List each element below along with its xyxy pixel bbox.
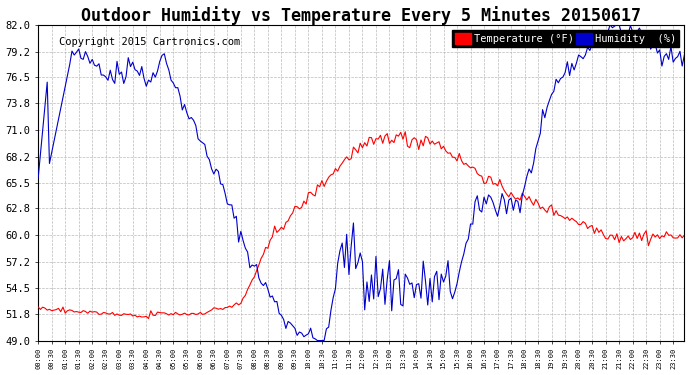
Text: Copyright 2015 Cartronics.com: Copyright 2015 Cartronics.com	[59, 37, 240, 47]
Legend: Temperature (°F), Humidity  (%): Temperature (°F), Humidity (%)	[452, 30, 679, 47]
Title: Outdoor Humidity vs Temperature Every 5 Minutes 20150617: Outdoor Humidity vs Temperature Every 5 …	[81, 6, 641, 24]
